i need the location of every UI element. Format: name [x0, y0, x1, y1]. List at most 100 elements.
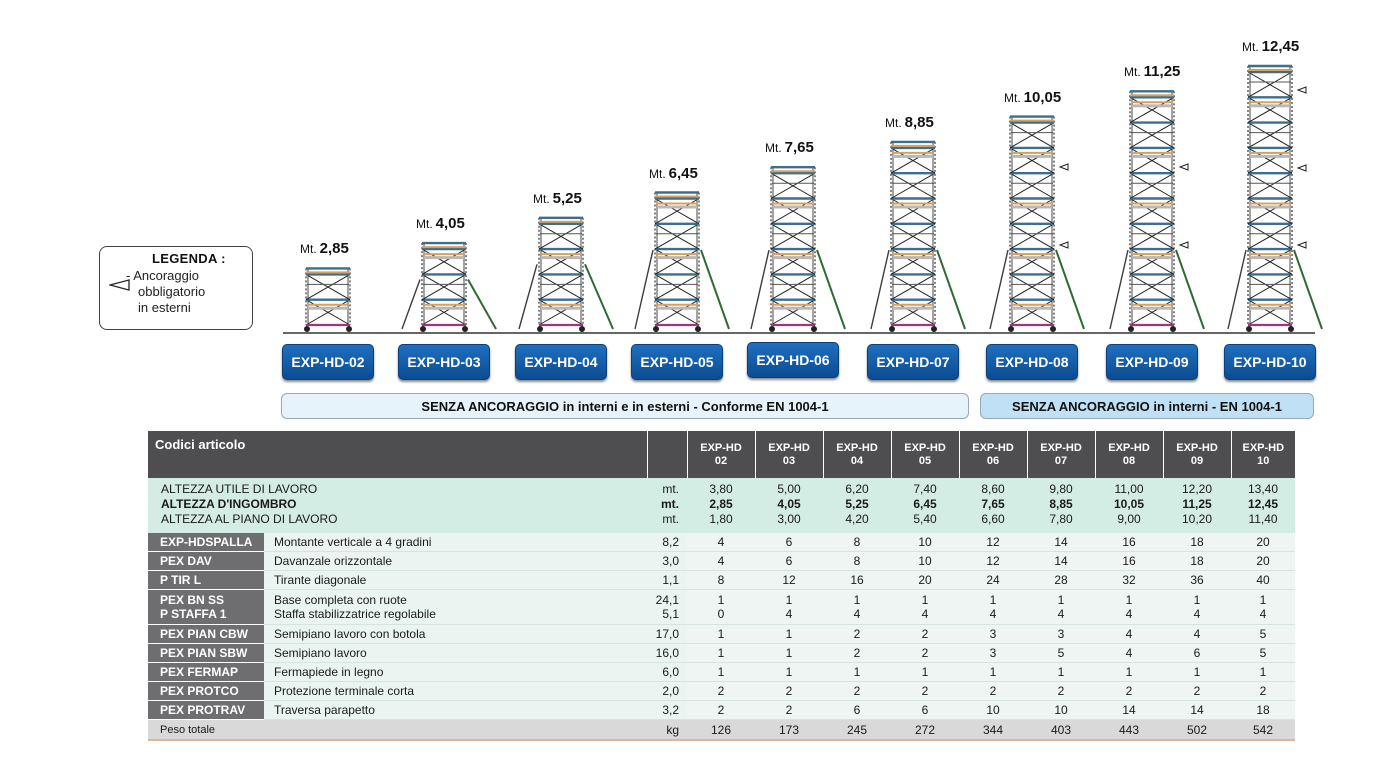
- height-row-value: 8,85: [1027, 497, 1096, 512]
- model-button-exp-hd-04[interactable]: EXP-HD-04: [515, 344, 607, 380]
- component-weight: 8,2: [647, 533, 688, 552]
- height-row-value: 10,05: [1095, 497, 1164, 512]
- component-quantity: 18: [1163, 533, 1232, 552]
- component-quantity: 2: [755, 700, 824, 720]
- component-weight: 6,0: [647, 662, 688, 682]
- column-header-prefix: EXP-HD: [768, 441, 810, 454]
- height-row-value: 1,80: [687, 512, 756, 533]
- component-quantity: 18: [1231, 700, 1296, 720]
- component-description: Davanzale orizzontale: [264, 551, 648, 571]
- component-row: PEX BN SS P STAFFA 1 Base completa con ruo…: [148, 589, 1296, 625]
- height-label: Mt. 7,65: [765, 139, 814, 157]
- total-weight-value: 173: [755, 719, 824, 741]
- component-weight: 1,1: [647, 570, 688, 590]
- component-quantity: 6: [891, 700, 960, 720]
- height-value: 6,45: [668, 164, 698, 182]
- component-quantity: 2: [1163, 681, 1232, 701]
- scaffold-illustrations: [283, 64, 1323, 334]
- component-quantity: 8: [823, 551, 892, 571]
- height-prefix: Mt.: [1004, 90, 1021, 105]
- height-prefix: Mt.: [765, 141, 782, 156]
- model-button-exp-hd-10[interactable]: EXP-HD-10: [1224, 344, 1316, 380]
- anchor-triangle-icon: [1296, 86, 1307, 94]
- total-weight-value: 403: [1027, 719, 1096, 741]
- total-weight-value: 344: [959, 719, 1028, 741]
- height-row-value: 10,20: [1163, 512, 1232, 533]
- component-quantity: 8: [687, 570, 756, 590]
- scaffold-tower: [1109, 90, 1205, 332]
- model-button-exp-hd-03[interactable]: EXP-HD-03: [398, 344, 490, 380]
- legend-line: obbligatorio: [138, 284, 206, 299]
- column-header: EXP-HD 10: [1230, 431, 1296, 478]
- model-button-exp-hd-09[interactable]: EXP-HD-09: [1106, 344, 1198, 380]
- component-quantity-line: 1: [853, 593, 861, 607]
- component-quantity-line: 1: [785, 593, 793, 607]
- component-quantity: 16: [823, 570, 892, 590]
- component-code-line: P STAFFA 1: [160, 607, 227, 621]
- component-quantity: 12: [959, 551, 1028, 571]
- anchor-triangle-icon: [1178, 163, 1189, 171]
- column-header-number: 10: [1257, 454, 1270, 467]
- model-button-exp-hd-08[interactable]: EXP-HD-08: [986, 344, 1078, 380]
- component-code: PEX PROTRAV: [148, 700, 264, 720]
- unit-column-header: [646, 431, 688, 478]
- height-row-label: ALTEZZA AL PIANO DI LAVORO: [148, 512, 648, 533]
- height-row-unit: mt.: [647, 497, 688, 512]
- height-row-value: 6,20: [823, 478, 892, 497]
- model-button-exp-hd-07[interactable]: EXP-HD-07: [867, 344, 959, 380]
- component-description: Montante verticale a 4 gradini: [264, 533, 648, 552]
- total-weight-value: 272: [891, 719, 960, 741]
- column-header: EXP-HD 07: [1026, 431, 1096, 478]
- column-header-number: 04: [850, 454, 864, 467]
- column-header: EXP-HD 03: [754, 431, 824, 478]
- component-row: PEX FERMAP Fermapiede in legno 6,0 1 1 1 1 1 1 1 1…: [148, 662, 1296, 682]
- column-header-prefix: EXP-HD: [1176, 441, 1218, 454]
- height-row-value: 2,85: [687, 497, 756, 512]
- component-quantity: 6: [1163, 643, 1232, 663]
- component-row: PEX PIAN SBW Semipiano lavoro 16,0 1 1 2 2 3 5 4 6…: [148, 643, 1296, 663]
- model-button-exp-hd-06[interactable]: EXP-HD-06: [747, 342, 839, 378]
- component-quantity: 4: [1095, 624, 1164, 644]
- scaffold-tower: [634, 191, 730, 332]
- component-code: PEX DAV: [148, 551, 264, 571]
- component-quantity: 1: [1095, 662, 1164, 682]
- component-weight: 3,2: [647, 700, 688, 720]
- component-quantity-line: 4: [989, 607, 997, 621]
- component-quantity: 1: [891, 662, 960, 682]
- anchor-triangle-icon: [1178, 241, 1189, 249]
- model-button-exp-hd-02[interactable]: EXP-HD-02: [282, 344, 374, 380]
- component-quantity: 32: [1095, 570, 1164, 590]
- height-label: Mt. 2,85: [300, 240, 349, 258]
- column-header-prefix: EXP-HD: [904, 441, 946, 454]
- component-row: PEX PROTCO Protezione terminale corta 2,0 2…: [148, 681, 1296, 701]
- model-button-exp-hd-05[interactable]: EXP-HD-05: [631, 344, 723, 380]
- component-quantity: 2: [891, 681, 960, 701]
- component-quantity: 3: [1027, 624, 1096, 644]
- height-label: Mt. 8,85: [885, 114, 934, 132]
- component-row: P TIR L Tirante diagonale 1,1 8 12 16 20 24 28 32…: [148, 570, 1296, 590]
- column-header: EXP-HD 08: [1094, 431, 1164, 478]
- component-quantity: 1: [1163, 662, 1232, 682]
- legend-line: - Ancoraggio: [126, 268, 199, 283]
- component-quantity: 1: [755, 643, 824, 663]
- component-quantity: 24: [959, 570, 1028, 590]
- component-quantity: 14: [1027, 551, 1096, 571]
- anchor-triangle-icon: [1296, 164, 1307, 172]
- height-prefix: Mt.: [649, 166, 666, 181]
- height-row-value: 5,25: [823, 497, 892, 512]
- scaffold-tower: [1227, 64, 1323, 332]
- component-row: PEX PROTRAV Traversa parapetto 3,2 2 2 6 6 10 10…: [148, 700, 1296, 720]
- height-row-value: 12,20: [1163, 478, 1232, 497]
- total-weight-value: 542: [1231, 719, 1296, 741]
- component-weight-line: 24,1: [655, 593, 680, 607]
- component-quantity: 20: [1231, 551, 1296, 571]
- component-weight-line: 5,1: [662, 607, 680, 621]
- column-header: EXP-HD 05: [890, 431, 960, 478]
